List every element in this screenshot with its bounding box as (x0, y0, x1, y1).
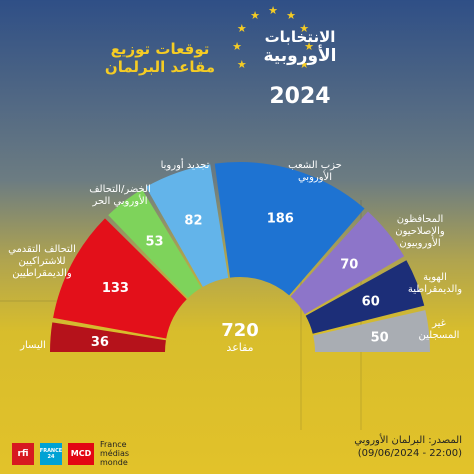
eu-star-icon: ★ (299, 22, 309, 35)
source-line2: (09/06/2024 - 22:00) (357, 448, 462, 459)
label-renew: تجديد أوروبا (160, 160, 210, 171)
eu-star-icon: ★ (268, 4, 278, 17)
label-sd-line2: للاشتراكيين (18, 256, 66, 267)
seat-value-label: 133 (102, 281, 129, 296)
fmm-logo: France médias monde (100, 440, 129, 467)
eu-star-icon: ★ (286, 9, 296, 22)
seat-segment (50, 322, 166, 352)
elections-title-line2: الأوروبية (263, 46, 337, 66)
background-building-line (300, 190, 302, 430)
rfi-logo: rfi (12, 442, 34, 465)
fmm-logo-line2: médias (100, 449, 130, 458)
label-ecr-line3: الأوروبيون (399, 238, 441, 249)
eu-star-icon: ★ (237, 58, 247, 71)
label-id: الهوية والديمقراطية (402, 272, 468, 296)
source-note: المصدر: البرلمان الأوروبي (09/06/2024 - … (330, 434, 462, 460)
seat-segment (145, 164, 229, 287)
seat-segment (214, 162, 365, 296)
label-epp: حزب الشعب الأوروبي (280, 160, 350, 184)
seat-value-label: 53 (145, 235, 163, 250)
label-ni-line1: غير (432, 318, 446, 329)
eu-star-icon: ★ (250, 9, 260, 22)
broadcaster-logos: rfi FRANCE 24 MCD France médias monde (12, 440, 129, 467)
seat-value-label: 36 (91, 335, 109, 350)
seat-segment (313, 310, 430, 352)
source-line1: المصدر: البرلمان الأوروبي (354, 435, 462, 446)
seat-value-label: 186 (267, 211, 294, 226)
elections-year: 2024 (269, 84, 331, 109)
seat-value-label: 70 (340, 258, 358, 273)
label-greens-line2: الأوروبي الحر (92, 196, 148, 207)
seat-segment (305, 260, 425, 334)
label-ecr-line2: والإصلاحيون (395, 226, 445, 237)
forecast-title-line2: مقاعد البرلمان (104, 58, 216, 76)
label-ecr-line1: المحافظون (396, 214, 444, 225)
label-left: اليسار (20, 340, 46, 351)
label-sd-line1: التحالف التقدمي (8, 244, 76, 255)
eu-star-icon: ★ (237, 22, 247, 35)
elections-title-line1: الانتخابات (264, 28, 336, 46)
eu-star-icon: ★ (232, 40, 242, 53)
fmm-logo-line3: monde (100, 458, 128, 467)
france24-logo: FRANCE 24 (40, 442, 62, 465)
label-ni-line2: المسجلين (418, 330, 460, 341)
elections-title: الانتخابات الأوروبية (250, 28, 350, 66)
total-seats-value: 720 (221, 320, 259, 341)
label-greens-line1: الخضر/التحالف (89, 184, 151, 195)
seat-segment (108, 189, 202, 298)
label-ni: غير المسجلين (414, 318, 464, 342)
seat-value-label: 50 (371, 330, 389, 345)
label-epp-line2: الأوروبي (297, 172, 333, 183)
label-id-line1: الهوية (423, 272, 447, 283)
forecast-title-line1: توقعات توزيع (110, 40, 210, 58)
label-sd-line3: والديمقراطيين (12, 268, 72, 279)
seat-value-label: 82 (184, 213, 202, 228)
label-greens: الخضر/التحالف الأوروبي الحر (80, 184, 160, 208)
eu-star-icon: ★ (304, 40, 314, 53)
forecast-title: توقعات توزيع مقاعد البرلمان (100, 40, 220, 76)
label-epp-line1: حزب الشعب (288, 160, 342, 171)
label-id-line2: والديمقراطية (407, 284, 463, 295)
seat-value-label: 60 (362, 295, 380, 310)
eu-star-icon: ★ (299, 58, 309, 71)
total-seats-label: مقاعد (226, 341, 254, 354)
seat-segment (290, 211, 405, 315)
label-ecr: المحافظون والإصلاحيون الأوروبيون (380, 214, 460, 250)
total-seats: 720 مقاعد (205, 320, 275, 354)
mcd-logo: MCD (68, 442, 94, 465)
fmm-logo-line1: France (100, 440, 127, 449)
label-sd: التحالف التقدمي للاشتراكيين والديمقراطيي… (2, 244, 82, 280)
seat-segment (53, 218, 187, 339)
